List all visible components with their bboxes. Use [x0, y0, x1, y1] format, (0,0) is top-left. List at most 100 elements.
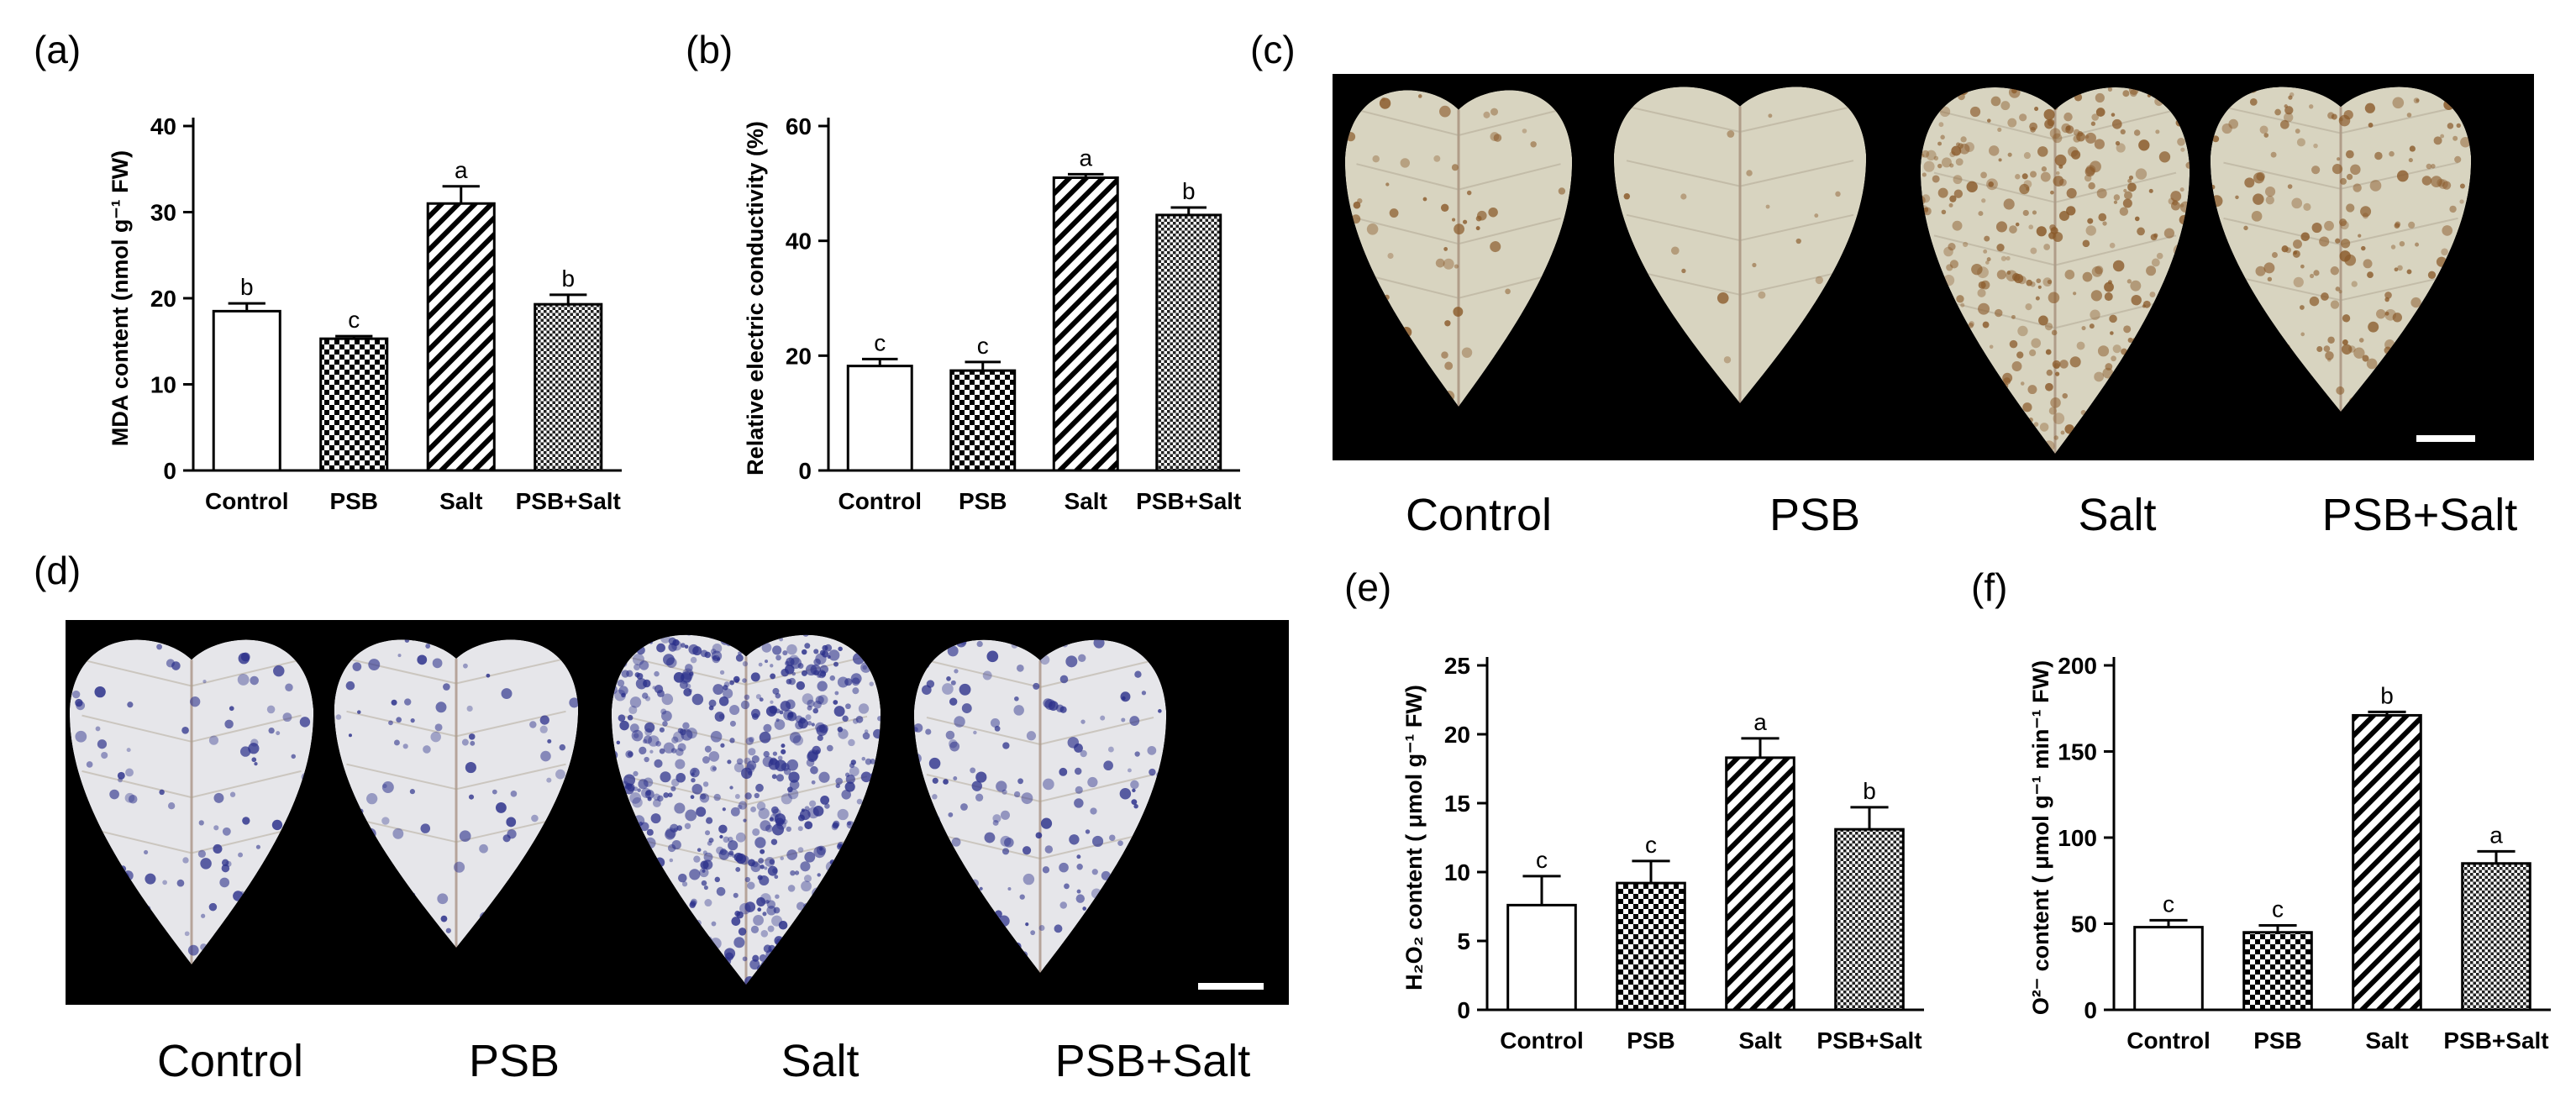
- y-tick-label: 30: [150, 200, 176, 226]
- significance-letter: c: [1536, 847, 1548, 873]
- y-tick-label: 0: [1457, 997, 1470, 1023]
- leaf-image: [611, 634, 881, 985]
- scale-bar: [1198, 983, 1264, 990]
- photo-d-label-psb: PSB: [468, 1036, 560, 1086]
- bar-control: [2133, 926, 2204, 1012]
- y-tick-label: 5: [1457, 928, 1470, 954]
- x-tick-label: PSB+Salt: [2443, 1027, 2548, 1054]
- significance-letter: b: [2380, 682, 2394, 708]
- photo-c-label-salt: Salt: [2078, 490, 2157, 540]
- significance-letter: a: [455, 157, 468, 183]
- significance-letter: b: [1863, 778, 1876, 804]
- significance-letter: b: [1182, 178, 1196, 204]
- scale-bar: [2416, 435, 2475, 442]
- y-tick-label: 25: [1444, 653, 1470, 679]
- panel-label-f: (f): [1971, 565, 2008, 609]
- y-tick-label: 20: [786, 343, 812, 369]
- x-tick-label: PSB+Salt: [1136, 488, 1241, 514]
- y-tick-label: 60: [786, 113, 812, 139]
- x-tick-label: PSB: [1627, 1027, 1675, 1054]
- y-axis-label: Relative electric conductivity (%): [743, 121, 768, 476]
- photo-c-label-control: Control: [1405, 490, 1553, 540]
- x-tick-label: Salt: [1065, 488, 1107, 514]
- bar-psb: [949, 369, 1017, 472]
- significance-letter: a: [2489, 822, 2503, 848]
- bar-salt: [1725, 756, 1795, 1012]
- significance-letter: b: [240, 274, 254, 300]
- y-tick-label: 40: [786, 229, 812, 255]
- significance-letter: c: [2272, 896, 2284, 922]
- panel-label-d: (d): [34, 549, 81, 592]
- bar-psb-salt: [1155, 213, 1222, 472]
- significance-letter: a: [1079, 145, 1092, 171]
- panel-label-c: (c): [1250, 28, 1296, 71]
- y-axis-label: H₂O₂ content ( μmol g⁻¹ FW): [1401, 685, 1427, 991]
- y-tick-label: 0: [2084, 997, 2097, 1023]
- x-tick-label: PSB: [2253, 1027, 2302, 1054]
- x-tick-label: Salt: [439, 488, 482, 514]
- chart-relative-electric-conductivity: 0 20 40 60 Relative electric conductivity (%…: [743, 113, 1241, 514]
- bar-psb: [319, 337, 389, 472]
- x-tick-label: PSB+Salt: [516, 488, 621, 514]
- leaf-image: [1344, 90, 1573, 407]
- y-tick-label: 20: [150, 286, 176, 312]
- leaf-image: [334, 639, 579, 948]
- bar-psb: [2242, 931, 2313, 1012]
- x-tick-label: PSB: [959, 488, 1007, 514]
- y-tick-label: 50: [2071, 912, 2097, 938]
- bar-control: [212, 309, 281, 472]
- bar-control: [1506, 903, 1577, 1012]
- bar-salt: [2352, 713, 2422, 1012]
- significance-letter: c: [2163, 891, 2174, 917]
- y-tick-label: 10: [150, 372, 176, 398]
- bar-control: [846, 365, 913, 472]
- photo-leaves-c: [1333, 74, 2534, 460]
- x-tick-label: Salt: [2365, 1027, 2408, 1054]
- y-tick-label: 100: [2058, 825, 2097, 851]
- x-tick-label: PSB+Salt: [1816, 1027, 1921, 1054]
- x-tick-label: Salt: [1738, 1027, 1781, 1054]
- photo-d-label-salt: Salt: [781, 1036, 860, 1086]
- significance-letter: b: [561, 265, 575, 292]
- y-tick-label: 20: [1444, 722, 1470, 748]
- leaf-image: [1613, 87, 1867, 403]
- significance-letter: a: [1753, 709, 1767, 735]
- x-tick-label: Control: [1500, 1027, 1584, 1054]
- photo-d-label-psb-salt: PSB+Salt: [1054, 1036, 1251, 1086]
- bar-psb-salt: [2461, 862, 2531, 1012]
- significance-letter: c: [1645, 832, 1657, 858]
- y-tick-label: 40: [150, 113, 176, 139]
- bar-salt: [1052, 176, 1119, 472]
- y-axis-label: O²⁻ content ( μmol g⁻¹ min⁻¹ FW): [2028, 660, 2053, 1015]
- leaf-image: [1920, 87, 2190, 454]
- photo-c-label-psb: PSB: [1769, 490, 1861, 540]
- x-tick-label: Control: [838, 488, 922, 514]
- y-tick-label: 15: [1444, 791, 1470, 817]
- leaf-image: [2210, 87, 2472, 412]
- panel-label-a: (a): [34, 28, 81, 71]
- significance-letter: c: [977, 333, 989, 359]
- photo-leaves-d: [66, 620, 1289, 1005]
- y-tick-label: 200: [2058, 653, 2097, 679]
- bar-psb: [1616, 881, 1686, 1012]
- x-tick-label: PSB: [329, 488, 378, 514]
- x-tick-label: Control: [2127, 1027, 2211, 1054]
- panel-label-b: (b): [686, 28, 733, 71]
- leaf-image: [913, 639, 1167, 973]
- significance-letter: c: [874, 329, 886, 355]
- y-axis-label: MDA content (nmol g⁻¹ FW): [108, 150, 133, 446]
- bar-salt: [426, 202, 496, 472]
- y-tick-label: 10: [1444, 859, 1470, 885]
- photo-c-label-psb-salt: PSB+Salt: [2321, 490, 2518, 540]
- x-tick-label: Control: [205, 488, 289, 514]
- bar-psb-salt: [1834, 828, 1905, 1012]
- panel-label-e: (e): [1344, 565, 1392, 609]
- chart-mda-content: 0 10 20 30 40 MDA content (nmol g⁻¹ FW) b Contr…: [108, 113, 622, 514]
- bar-psb-salt: [534, 302, 603, 472]
- y-tick-label: 0: [798, 458, 812, 484]
- y-tick-label: 150: [2058, 739, 2097, 765]
- leaf-image: [69, 639, 314, 964]
- photo-d-label-control: Control: [156, 1036, 304, 1086]
- significance-letter: c: [348, 307, 360, 333]
